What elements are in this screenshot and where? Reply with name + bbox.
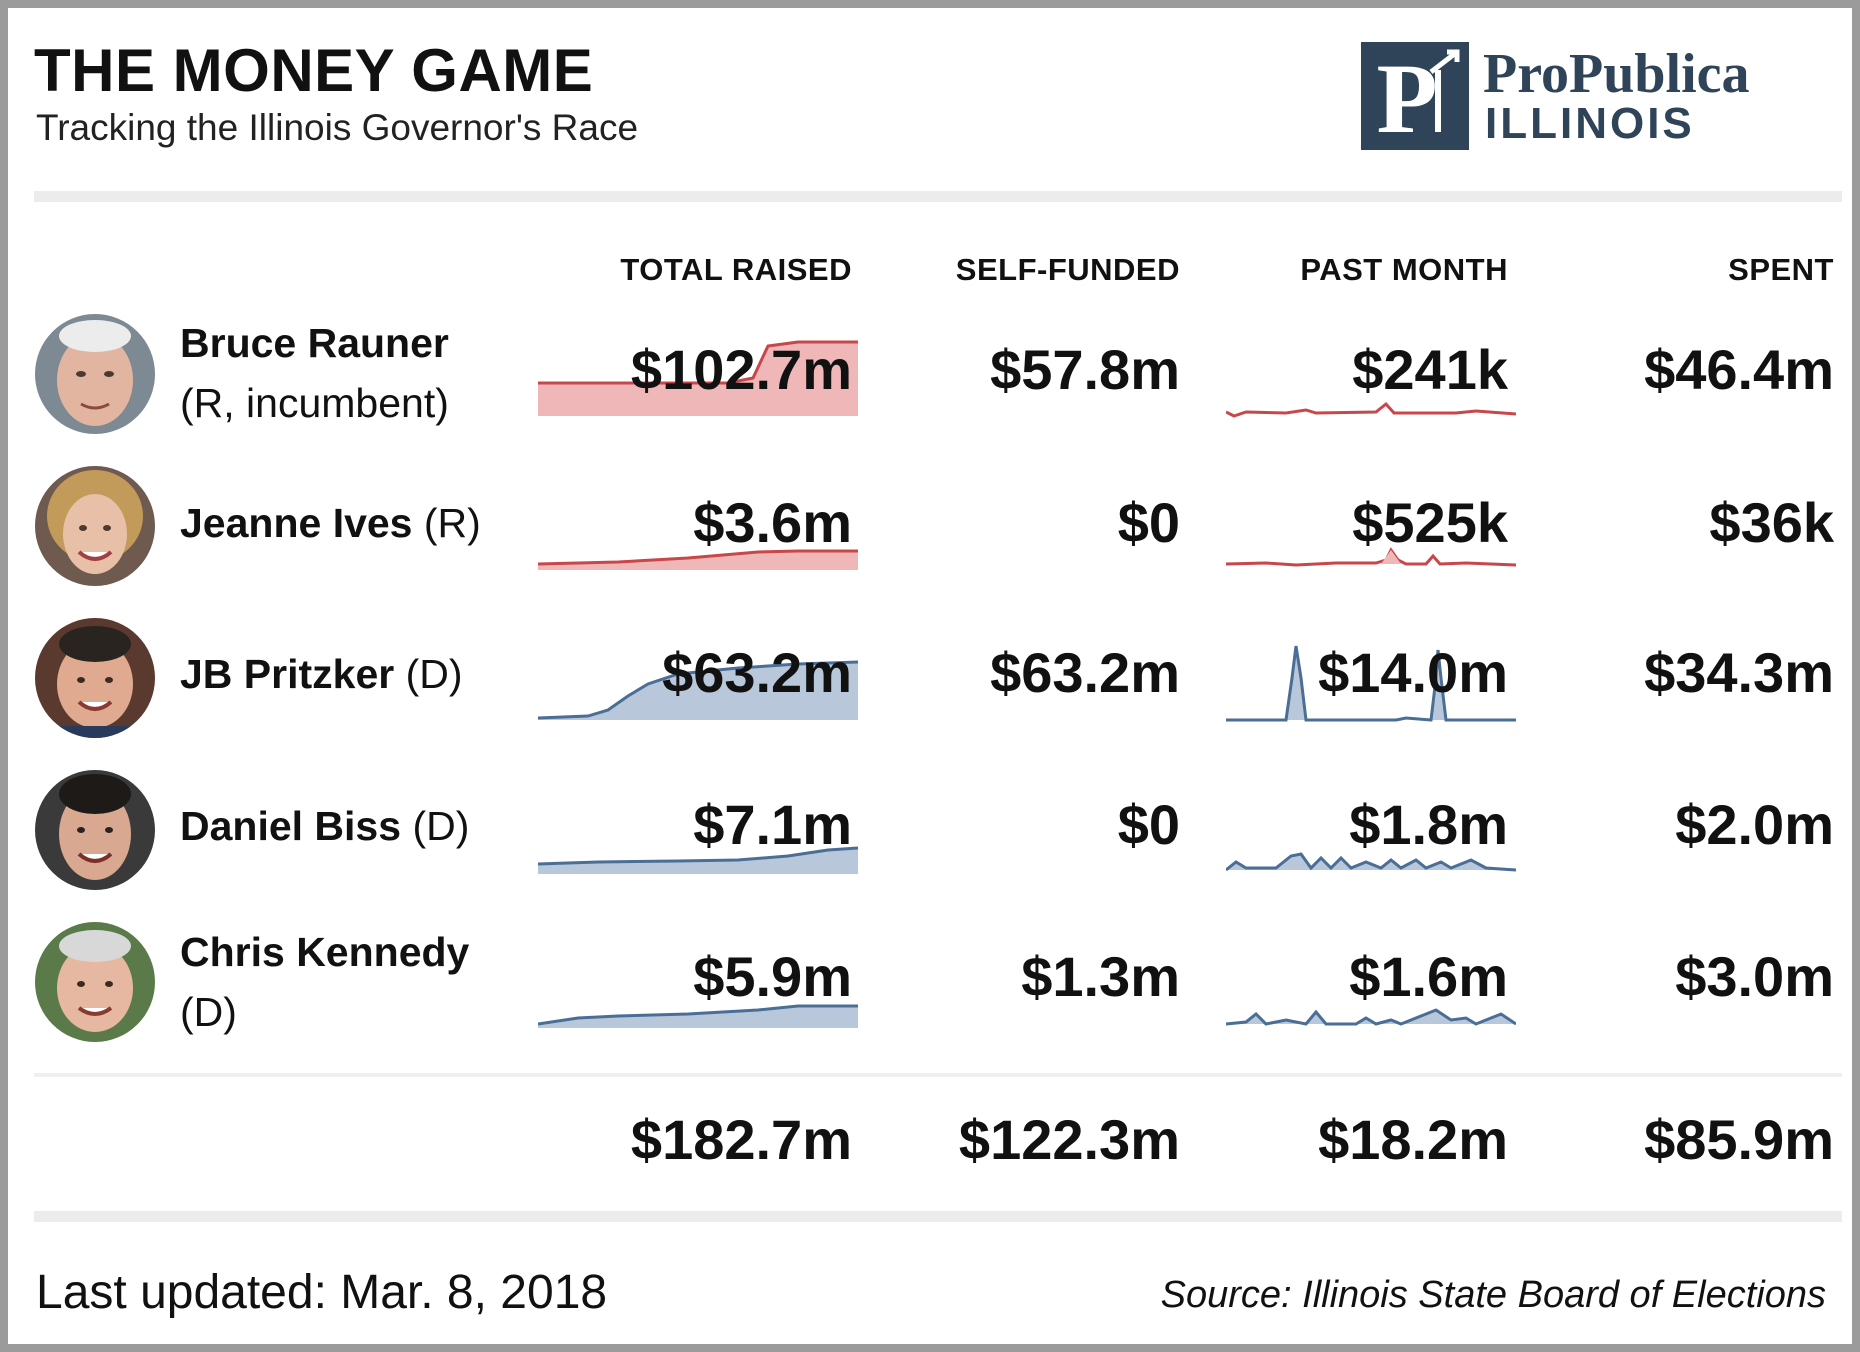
total-raised-biss: $7.1m	[693, 793, 852, 856]
spent-ives: $36k	[1709, 491, 1834, 554]
totals-divider	[34, 1073, 1842, 1077]
candidate-party: (D)	[412, 803, 470, 849]
total-spent: $85.9m	[1644, 1108, 1834, 1171]
candidate-name: Jeanne Ives	[180, 500, 413, 546]
propublica-illinois-logo: P ProPublica ILLINOIS	[1361, 42, 1841, 152]
spent-kennedy: $3.0m	[1675, 945, 1834, 1008]
sparkline-total-raised-rauner	[538, 340, 858, 416]
logo-subline: ILLINOIS	[1485, 99, 1695, 148]
self-funded-pritzker: $63.2m	[990, 641, 1180, 704]
sparkline-total-raised-kennedy	[538, 1004, 858, 1028]
spent-rauner: $46.4m	[1644, 338, 1834, 401]
past-month-ives: $525k	[1352, 491, 1508, 554]
logo-mark-letter: P	[1376, 43, 1437, 150]
self-funded-kennedy: $1.3m	[1021, 945, 1180, 1008]
candidate-party: (R)	[423, 500, 481, 546]
candidate-name: Chris Kennedy	[180, 929, 470, 975]
total-raised-pritzker: $63.2m	[662, 641, 852, 704]
candidate-name: JB Pritzker	[180, 651, 395, 697]
candidate-name-jb-pritzker: JB Pritzker (D)	[180, 644, 463, 704]
self-funded-rauner: $57.8m	[990, 338, 1180, 401]
avatar-jb-pritzker	[35, 618, 155, 738]
candidate-party: (D)	[405, 651, 463, 697]
last-updated: Last updated: Mar. 8, 2018	[36, 1266, 608, 1319]
sparkline-past-month-biss	[1226, 852, 1516, 872]
sparkline-total-raised-pritzker	[538, 660, 858, 720]
candidate-name: Bruce Rauner	[180, 320, 449, 366]
spent-biss: $2.0m	[1675, 793, 1834, 856]
column-header-spent: SPENT	[1728, 252, 1834, 287]
source-note: Source: Illinois State Board of Election…	[1160, 1274, 1826, 1316]
total-past-month: $18.2m	[1318, 1108, 1508, 1171]
avatar-daniel-biss	[35, 770, 155, 890]
column-header-total-raised: TOTAL RAISED	[620, 252, 852, 287]
logo-wordmark: ProPublica	[1483, 42, 1750, 106]
candidate-party: (R, incumbent)	[180, 380, 449, 426]
avatar-jeanne-ives	[35, 466, 155, 586]
avatar-chris-kennedy	[35, 922, 155, 1042]
past-month-rauner: $241k	[1352, 338, 1508, 401]
past-month-pritzker: $14.0m	[1318, 641, 1508, 704]
self-funded-biss: $0	[1117, 793, 1180, 856]
logo-wordmark-text: ProPublica	[1483, 43, 1750, 105]
past-month-biss: $1.8m	[1349, 793, 1508, 856]
self-funded-ives: $0	[1117, 491, 1180, 554]
total-raised-ives: $3.6m	[693, 491, 852, 554]
candidate-name-chris-kennedy: Chris Kennedy (D)	[180, 922, 469, 1042]
sparkline-total-raised-biss	[538, 846, 858, 874]
candidate-name-daniel-biss: Daniel Biss (D)	[180, 796, 469, 856]
total-raised-rauner: $102.7m	[630, 338, 852, 401]
page-subtitle: Tracking the Illinois Governor's Race	[36, 107, 639, 148]
bottom-divider	[34, 1211, 1842, 1222]
sparkline-past-month-pritzker	[1226, 645, 1516, 722]
candidate-name: Daniel Biss	[180, 803, 402, 849]
column-header-self-funded: SELF-FUNDED	[955, 252, 1180, 287]
sparkline-past-month-kennedy	[1226, 1008, 1516, 1026]
sparkline-past-month-ives	[1226, 547, 1516, 567]
sparkline-past-month-rauner	[1226, 401, 1516, 418]
page-title: THE MONEY GAME	[34, 37, 594, 104]
total-total-raised: $182.7m	[630, 1108, 852, 1171]
candidate-name-jeanne-ives: Jeanne Ives (R)	[180, 493, 481, 553]
propublica-logo-mark-icon: P	[1361, 42, 1469, 150]
past-month-kennedy: $1.6m	[1349, 945, 1508, 1008]
avatar-bruce-rauner	[35, 314, 155, 434]
candidate-name-bruce-rauner: Bruce Rauner (R, incumbent)	[180, 313, 449, 433]
sparkline-total-raised-ives	[538, 549, 858, 570]
spent-pritzker: $34.3m	[1644, 641, 1834, 704]
top-divider	[34, 191, 1842, 202]
candidate-party: (D)	[180, 989, 237, 1035]
total-self-funded: $122.3m	[958, 1108, 1180, 1171]
column-header-past-month: PAST MONTH	[1300, 252, 1508, 287]
total-raised-kennedy: $5.9m	[693, 945, 852, 1008]
